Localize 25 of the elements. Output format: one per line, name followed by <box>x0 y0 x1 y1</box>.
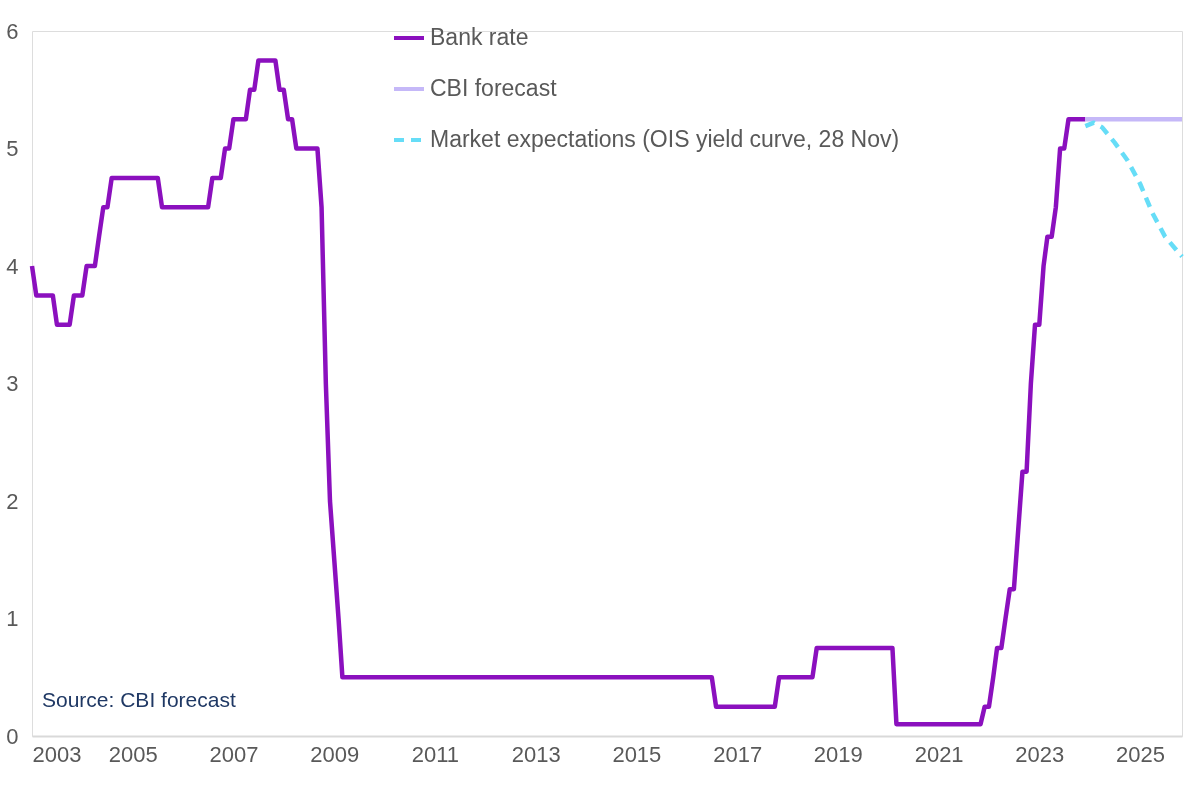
x-tick-label: 2015 <box>612 741 662 767</box>
y-tick-label: 2 <box>6 488 19 514</box>
y-tick-label: 5 <box>6 136 19 161</box>
y-tick-label: 1 <box>6 606 19 631</box>
legend-label: Market expectations (OIS yield curve, 28 Nov) <box>430 126 900 152</box>
y-tick-label: 6 <box>6 18 19 44</box>
x-tick-label: 2021 <box>914 741 964 767</box>
x-tick-label: 2019 <box>813 741 863 767</box>
annotation: Source: CBI forecast <box>42 688 236 711</box>
x-tick-label: 2007 <box>209 741 259 767</box>
legend-label: Bank rate <box>430 24 529 50</box>
x-tick-label: 2009 <box>310 741 360 767</box>
x-tick-label: 2005 <box>108 741 158 767</box>
x-tick-label: 2023 <box>1015 741 1065 767</box>
y-tick-label: 0 <box>6 723 19 749</box>
x-tick-label: 2017 <box>713 741 763 767</box>
line-series <box>29 58 1088 727</box>
x-tick-label: 2013 <box>511 741 561 767</box>
x-tick-label: 2003 <box>32 741 82 767</box>
x-tick-label: 2025 <box>1116 741 1166 767</box>
legend-label: CBI forecast <box>430 75 558 101</box>
y-tick-label: 3 <box>6 371 19 396</box>
y-tick-label: 4 <box>6 253 19 279</box>
line-series <box>1083 120 1185 259</box>
x-tick-label: 2011 <box>411 741 460 767</box>
